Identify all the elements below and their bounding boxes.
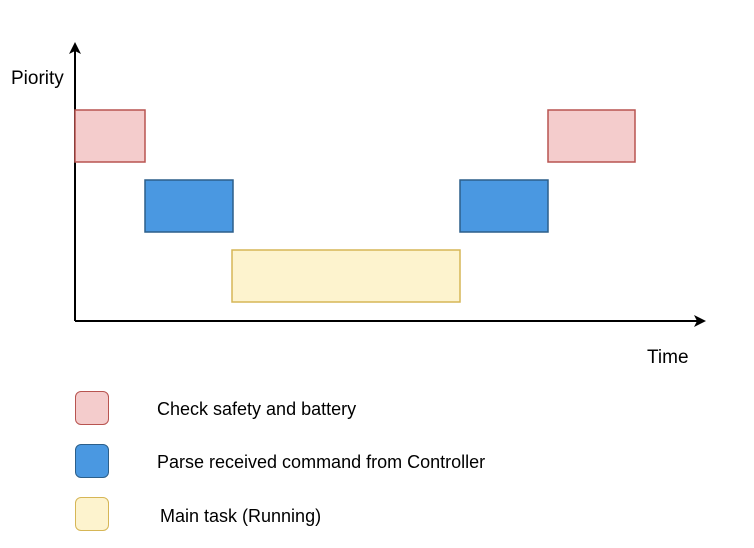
task-block-main xyxy=(231,249,461,303)
task-block-parse-2 xyxy=(459,179,549,233)
task-block-safety-1 xyxy=(74,109,146,163)
y-axis-label: Piority xyxy=(11,68,64,89)
task-block-parse-1 xyxy=(144,179,234,233)
x-axis-label: Time xyxy=(647,347,689,368)
task-block-safety-2 xyxy=(547,109,636,163)
